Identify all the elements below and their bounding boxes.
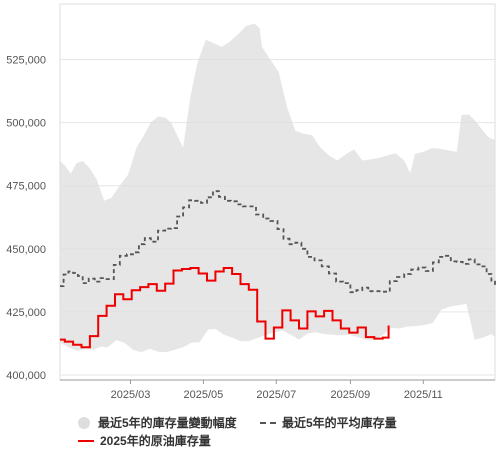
legend-label-current: 2025年的原油庫存量	[100, 434, 211, 448]
current-year-line	[60, 267, 390, 349]
y-tick-label: 475,000	[6, 181, 46, 193]
band-swatch-icon	[78, 416, 90, 429]
series-layer	[60, 190, 496, 349]
y-tick-label: 425,000	[6, 307, 46, 319]
legend-item-current[interactable]: 2025年的原油庫存量	[78, 432, 211, 449]
x-tick-label: 2025/11	[404, 389, 443, 401]
red-line-swatch-icon	[78, 439, 94, 442]
x-tick-label: 2025/09	[331, 389, 371, 401]
legend-label-band: 最近5年的庫存量變動幅度	[98, 416, 237, 430]
legend-label-average: 最近5年的平均庫存量	[282, 416, 397, 430]
average-line	[60, 190, 496, 294]
y-tick-label: 450,000	[6, 244, 46, 256]
x-tick-label: 2025/05	[184, 389, 224, 401]
range-band	[60, 23, 495, 353]
y-tick-label: 400,000	[6, 370, 46, 382]
band-layer	[60, 23, 495, 353]
legend-item-average[interactable]: 最近5年的平均庫存量	[260, 414, 397, 431]
dashed-line-swatch-icon	[260, 421, 276, 424]
y-tick-label: 500,000	[6, 118, 46, 130]
y-tick-label: 525,000	[6, 55, 46, 67]
x-tick-label: 2025/07	[256, 389, 296, 401]
legend-item-band[interactable]: 最近5年的庫存量變動幅度	[78, 414, 237, 431]
axis-layer: 400,000 425,000 450,000 475,000 500,000 525,0…	[6, 55, 495, 401]
x-tick-label: 2025/03	[111, 389, 151, 401]
